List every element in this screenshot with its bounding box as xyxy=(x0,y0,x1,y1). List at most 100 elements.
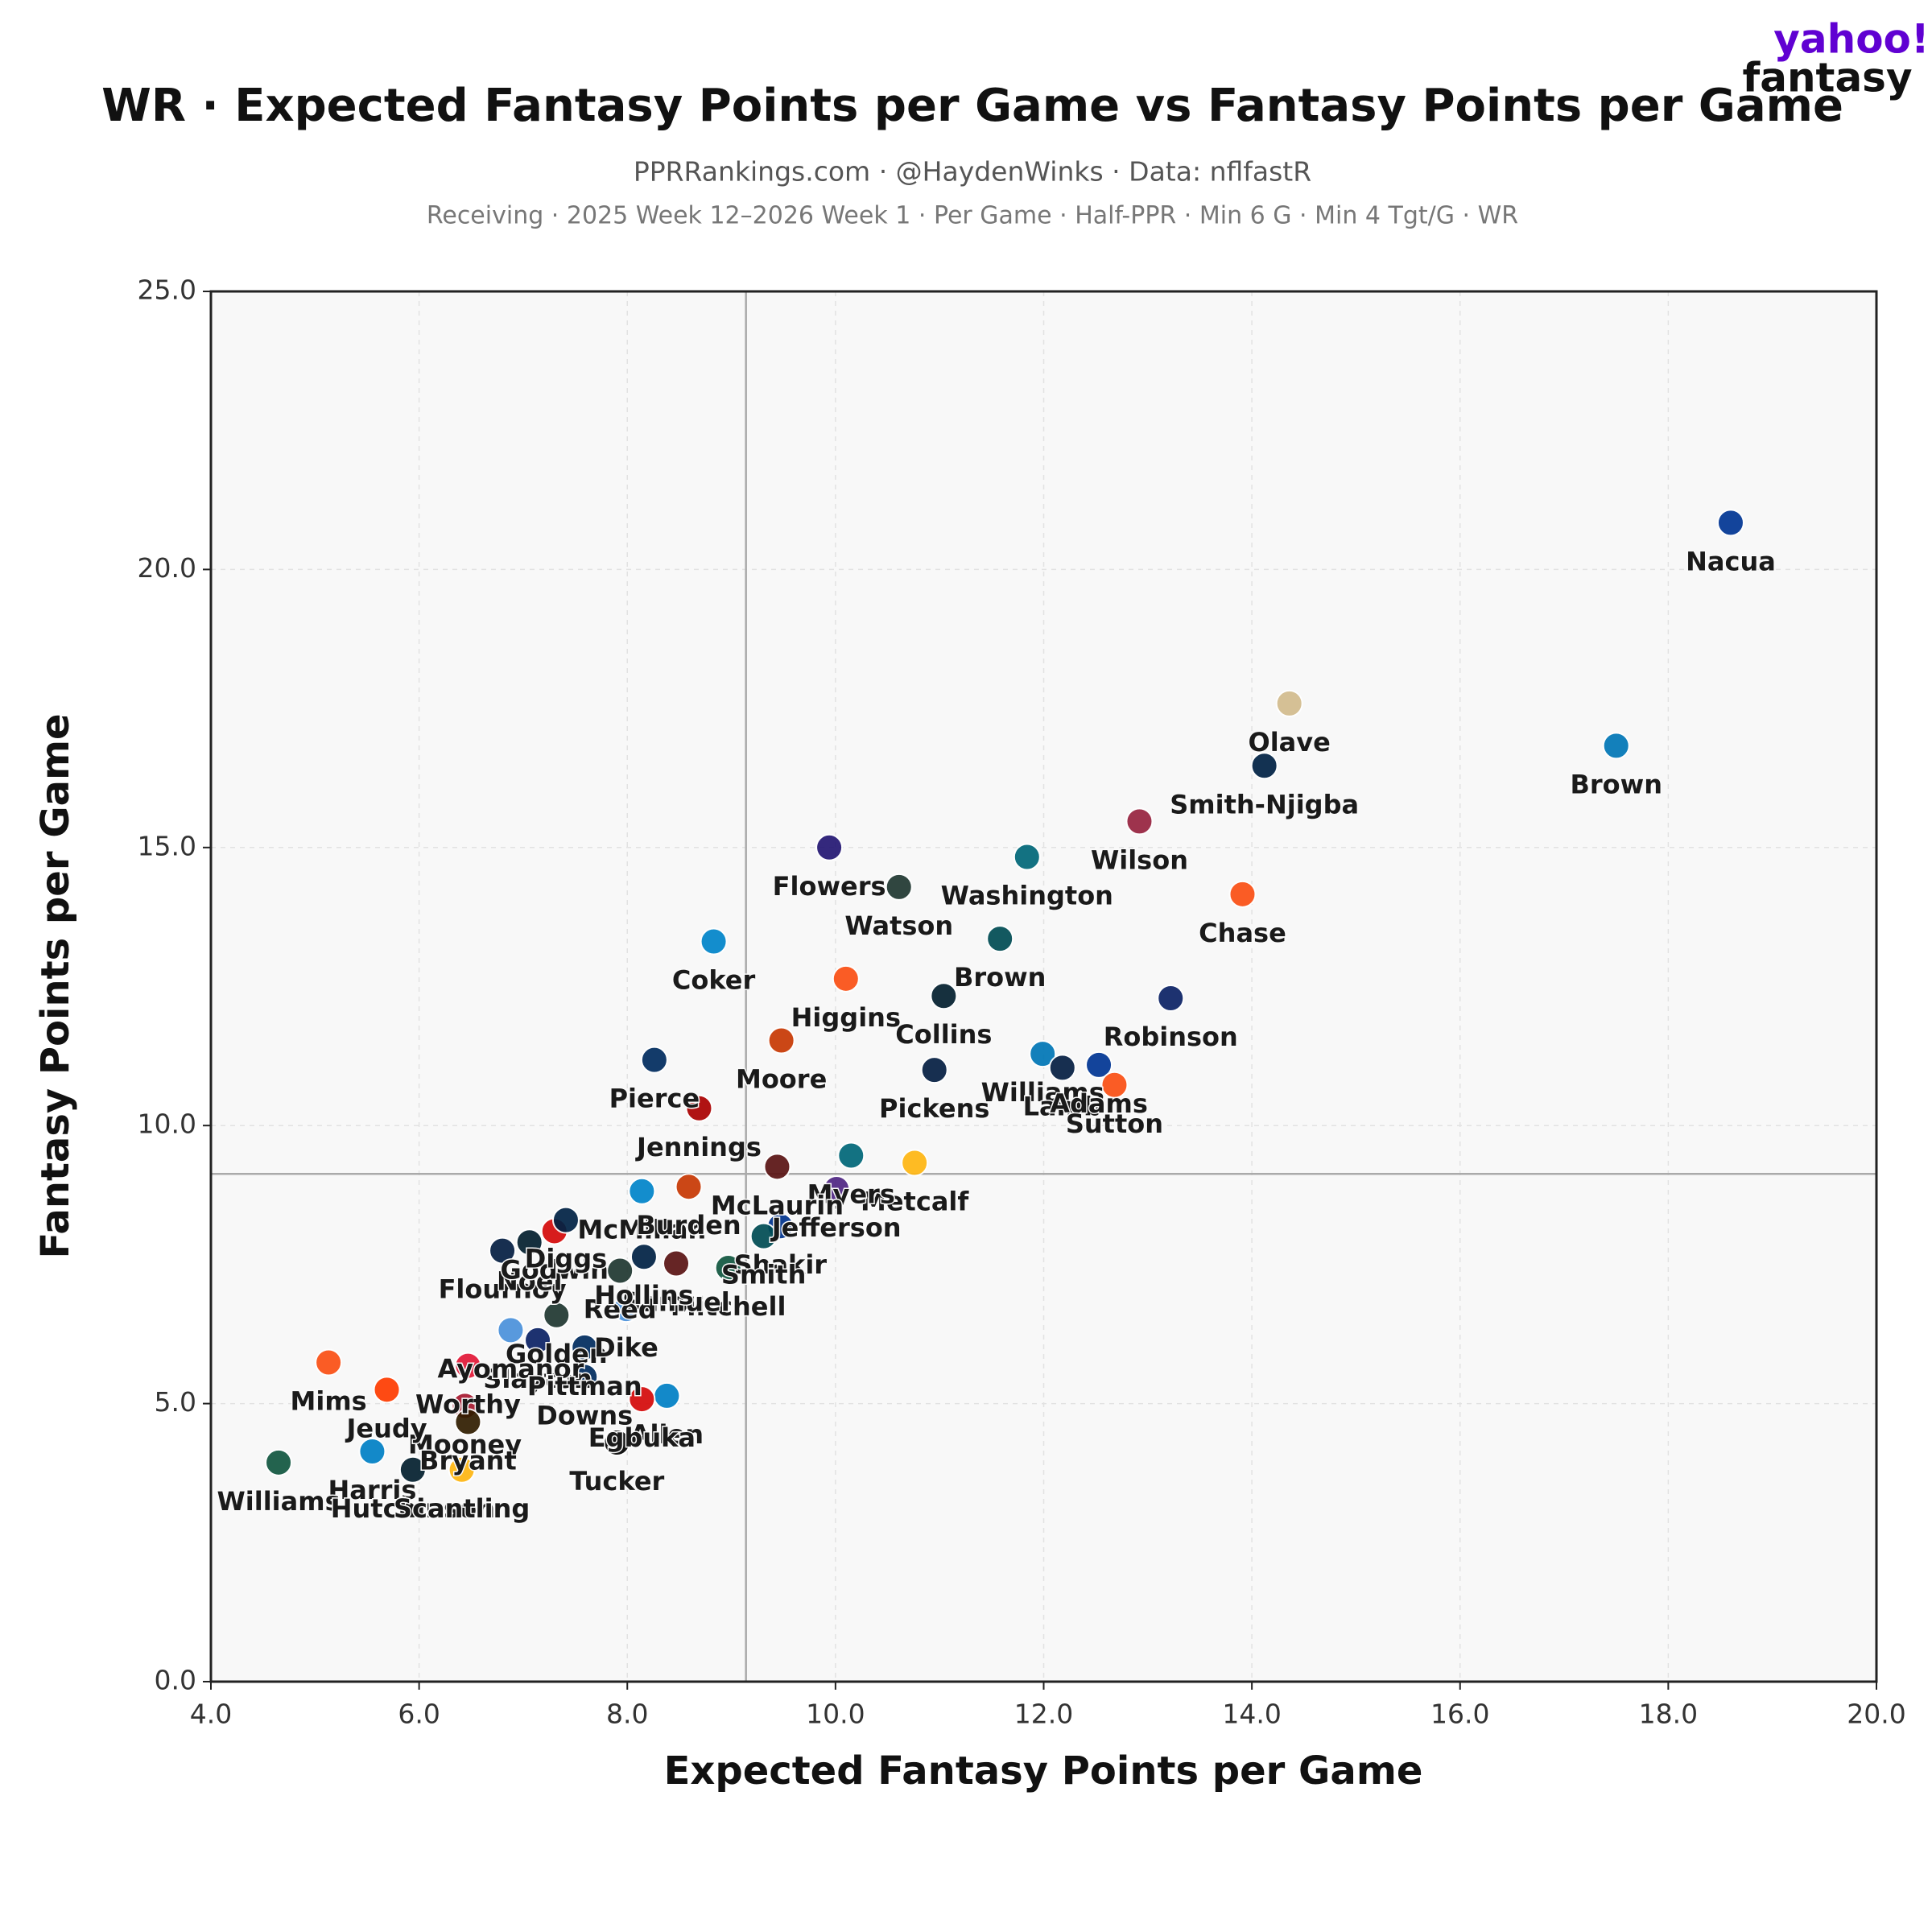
point-marker xyxy=(1250,752,1278,780)
point-marker xyxy=(640,1046,668,1074)
point-label: Reed xyxy=(584,1294,657,1324)
point-label: Worthy xyxy=(415,1389,521,1420)
point-marker xyxy=(358,1438,386,1466)
point-marker xyxy=(571,1333,599,1361)
x-tick-label: 14.0 xyxy=(1222,1699,1281,1730)
point-marker xyxy=(1125,807,1154,836)
point-marker xyxy=(1048,1054,1076,1082)
point-label: Dike xyxy=(594,1332,658,1363)
point-marker xyxy=(315,1348,343,1377)
point-label: Adams xyxy=(1050,1088,1148,1119)
point-marker xyxy=(832,964,860,993)
point-label: Hutchinson xyxy=(331,1493,495,1524)
point-label: Harris xyxy=(328,1475,416,1505)
point-marker xyxy=(1100,1071,1129,1099)
point-marker xyxy=(653,1381,681,1410)
point-label: Wilson xyxy=(1091,844,1188,875)
point-label: Flournoy xyxy=(439,1274,567,1305)
point-label: Moore xyxy=(736,1064,827,1095)
point-label: Diggs xyxy=(525,1244,607,1274)
point-marker xyxy=(551,1206,580,1234)
point-label: Higgins xyxy=(791,1002,901,1033)
point-marker xyxy=(1085,1051,1113,1079)
x-tick-label: 10.0 xyxy=(806,1699,865,1730)
point-marker xyxy=(628,1177,656,1205)
point-label: Collins xyxy=(895,1019,992,1050)
point-label: Lamb xyxy=(1023,1091,1102,1121)
point-label: Mims xyxy=(291,1385,367,1416)
plot-frame xyxy=(209,290,1878,1683)
point-marker xyxy=(1716,509,1744,537)
point-marker xyxy=(815,833,844,861)
point-label: Hollins xyxy=(594,1280,694,1311)
point-label: Smith xyxy=(721,1260,806,1290)
plot-background xyxy=(211,291,1876,1682)
point-marker xyxy=(497,1316,525,1344)
point-label: Nacua xyxy=(1686,546,1776,576)
point-marker xyxy=(986,925,1014,953)
point-label: Brown xyxy=(1570,769,1662,799)
point-label: Olave xyxy=(1249,727,1331,758)
y-tick-label: 10.0 xyxy=(138,1108,196,1140)
point-marker xyxy=(398,1455,427,1484)
y-tick-label: 0.0 xyxy=(155,1665,196,1696)
point-marker xyxy=(1029,1040,1057,1068)
point-marker xyxy=(700,927,728,956)
point-label: Mooney xyxy=(408,1429,522,1459)
y-tick-label: 25.0 xyxy=(138,275,196,306)
point-marker xyxy=(763,1153,791,1181)
point-marker xyxy=(663,1249,691,1278)
point-marker xyxy=(1157,985,1185,1013)
point-marker xyxy=(675,1173,703,1201)
point-label: Washington xyxy=(941,881,1113,911)
x-tick-label: 6.0 xyxy=(398,1699,440,1730)
point-label: Bryant xyxy=(419,1445,517,1476)
point-label: Williams xyxy=(217,1486,340,1517)
point-label: Robinson xyxy=(1104,1022,1238,1052)
point-marker xyxy=(630,1243,658,1271)
point-label: Samuel xyxy=(622,1287,729,1318)
point-marker xyxy=(901,1149,929,1177)
brand-logo: yahoo! xyxy=(1773,16,1929,63)
y-tick-label: 20.0 xyxy=(138,552,196,584)
point-marker xyxy=(448,1455,476,1484)
point-label: Noel xyxy=(497,1265,562,1296)
point-label: Mitchell xyxy=(671,1291,786,1322)
brand-logo: fantasy xyxy=(1742,55,1912,101)
point-marker xyxy=(1275,689,1303,717)
point-label: Pierce xyxy=(609,1084,700,1114)
point-label: Williams xyxy=(981,1077,1104,1108)
y-tick-label: 15.0 xyxy=(138,830,196,861)
point-label: Brown xyxy=(954,962,1046,993)
point-marker xyxy=(265,1448,293,1476)
point-marker xyxy=(606,1257,634,1285)
chart-subtitle: PPRRankings.com · @HaydenWinks · Data: n… xyxy=(634,156,1311,188)
chart-title: WR · Expected Fantasy Points per Game vs… xyxy=(101,80,1843,132)
point-label: Smith-Njigba xyxy=(1170,789,1359,819)
point-marker xyxy=(823,1174,851,1203)
point-label: Jeudy xyxy=(345,1413,427,1443)
x-tick-label: 18.0 xyxy=(1639,1699,1698,1730)
point-label: Scantling xyxy=(394,1493,530,1524)
x-tick-label: 12.0 xyxy=(1014,1699,1073,1730)
point-label: Downs xyxy=(536,1400,633,1430)
point-marker xyxy=(1228,880,1257,908)
point-marker xyxy=(489,1236,517,1265)
point-label: Coker xyxy=(672,965,756,996)
point-label: Myers xyxy=(807,1179,895,1210)
point-label: Ayomanor xyxy=(437,1353,584,1384)
point-label: Allen xyxy=(630,1419,704,1450)
point-marker xyxy=(524,1326,552,1354)
point-label: Golden xyxy=(506,1339,608,1369)
point-marker xyxy=(603,1428,631,1456)
point-label: Godwin xyxy=(500,1254,608,1285)
point-label: McLaurin xyxy=(711,1190,844,1220)
point-label: Chase xyxy=(1199,918,1286,948)
point-marker xyxy=(515,1228,543,1257)
point-label: Flowers xyxy=(773,871,886,902)
y-axis-label: Fantasy Points per Game xyxy=(33,713,78,1258)
point-marker xyxy=(714,1254,742,1282)
x-tick-label: 20.0 xyxy=(1847,1699,1905,1730)
